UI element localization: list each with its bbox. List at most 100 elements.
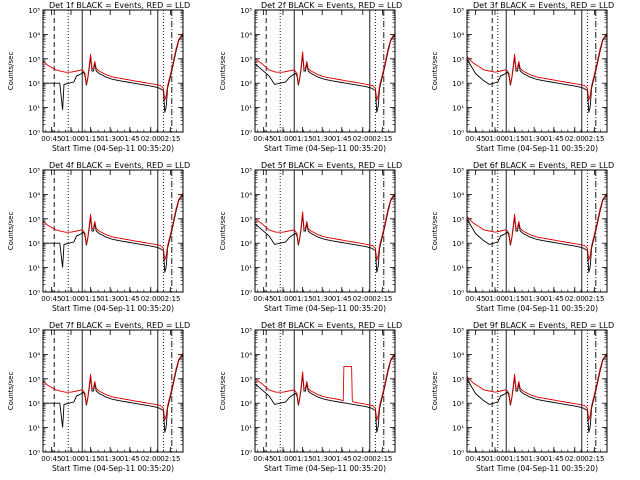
x-tick-label: 02:15: [372, 135, 392, 143]
panel-title-legend: BLACK = Events, RED = LLD: [74, 321, 190, 330]
y-tick-label: 10³: [240, 56, 252, 64]
y-tick-label: 10²: [28, 400, 40, 408]
y-tick-label: 10⁴: [452, 191, 464, 199]
y-tick-label: 10⁰: [240, 449, 252, 457]
x-tick-label: 02:15: [372, 295, 392, 303]
panel-title-det: Det 6f: [473, 161, 498, 170]
y-axis-label: Counts/sec: [219, 52, 227, 91]
events-series-line: [43, 34, 184, 113]
x-tick-label: 00:45: [253, 135, 273, 143]
x-tick-label: 00:45: [465, 455, 485, 463]
events-series-line: [466, 354, 608, 433]
panel-title: Det 4f BLACK = Events, RED = LLD: [49, 161, 190, 170]
lld-series-line: [42, 192, 184, 261]
x-tick-label: 00:45: [465, 295, 485, 303]
panel-title-legend: BLACK = Events, RED = LLD: [74, 1, 190, 10]
x-tick-label: 01:30: [100, 455, 120, 463]
x-tick-label: 01:45: [120, 295, 140, 303]
x-tick-label: 01:30: [312, 295, 332, 303]
x-tick-label: 02:15: [584, 295, 604, 303]
lld-series-line: [466, 192, 608, 261]
x-tick-label: 01:45: [544, 295, 564, 303]
panel-det-9f: 10⁰ 10¹ 10² 10³ 10⁴ 10⁵ 00:45 01:00 01:15 01:30 01…: [431, 321, 614, 473]
y-tick-label: 10⁰: [452, 129, 464, 137]
x-tick-label: 01:45: [332, 295, 352, 303]
panel-title: Det 7f BLACK = Events, RED = LLD: [49, 321, 190, 330]
y-tick-label: 10²: [28, 240, 40, 248]
y-tick-label: 10³: [240, 376, 252, 384]
y-tick-label: 10⁵: [28, 167, 40, 175]
panel-title-det: Det 7f: [49, 321, 74, 330]
x-tick-label: 01:30: [524, 135, 544, 143]
y-tick-label: 10⁰: [28, 129, 40, 137]
y-tick-label: 10¹: [28, 105, 40, 113]
panel-title: Det 5f BLACK = Events, RED = LLD: [261, 161, 402, 170]
panel-title: Det 3f BLACK = Events, RED = LLD: [473, 1, 614, 10]
x-tick-label: 01:15: [505, 295, 525, 303]
lld-series-line: [254, 192, 396, 261]
panel-title: Det 6f BLACK = Events, RED = LLD: [473, 161, 614, 170]
x-axis-label: Start Time (04-Sep-11 00:35:20): [264, 464, 386, 473]
x-tick-label: 01:45: [544, 455, 564, 463]
y-tick-label: 10¹: [28, 265, 40, 273]
panel-title: Det 1f BLACK = Events, RED = LLD: [49, 1, 190, 10]
lld-series-line: [42, 352, 184, 421]
x-tick-label: 02:00: [565, 455, 585, 463]
events-series-line: [43, 354, 184, 433]
x-tick-label: 01:45: [120, 455, 140, 463]
x-axis-label: Start Time (04-Sep-11 00:35:20): [476, 304, 598, 313]
x-tick-label: 00:45: [253, 295, 273, 303]
y-tick-label: 10³: [28, 216, 40, 224]
events-series-line: [254, 34, 396, 113]
x-axis-label: Start Time (04-Sep-11 00:35:20): [52, 464, 174, 473]
y-tick-label: 10⁰: [240, 129, 252, 137]
lld-series-line: [466, 352, 608, 421]
y-axis-label: Counts/sec: [7, 372, 15, 411]
x-tick-label: 02:15: [584, 135, 604, 143]
panel-det-2f: 10⁰ 10¹ 10² 10³ 10⁴ 10⁵ 00:45 01:00 01:15 01:30 01…: [219, 1, 402, 153]
y-tick-label: 10¹: [240, 425, 252, 433]
plot-frame: [42, 9, 184, 133]
x-tick-label: 01:00: [273, 295, 293, 303]
y-axis-label: Counts/sec: [431, 372, 439, 411]
x-tick-label: 00:45: [465, 135, 485, 143]
y-tick-label: 10⁰: [28, 289, 40, 297]
y-axis-label: Counts/sec: [219, 372, 227, 411]
x-tick-label: 02:15: [160, 295, 180, 303]
x-tick-label: 02:00: [565, 135, 585, 143]
x-axis-label: Start Time (04-Sep-11 00:35:20): [264, 144, 386, 153]
panel-det-3f: 10⁰ 10¹ 10² 10³ 10⁴ 10⁵ 00:45 01:00 01:15 01:30 01…: [431, 1, 614, 153]
y-axis-label: Counts/sec: [7, 52, 15, 91]
x-tick-label: 02:15: [160, 135, 180, 143]
x-tick-label: 01:45: [332, 135, 352, 143]
panel-title: Det 9f BLACK = Events, RED = LLD: [473, 321, 614, 330]
plot-frame: [466, 329, 608, 453]
events-series-line: [254, 354, 396, 433]
x-tick-label: 01:30: [524, 455, 544, 463]
x-tick-label: 01:00: [485, 295, 505, 303]
panel-title-legend: BLACK = Events, RED = LLD: [286, 321, 402, 330]
y-tick-label: 10⁰: [452, 449, 464, 457]
x-tick-label: 01:30: [524, 295, 544, 303]
y-tick-label: 10⁰: [452, 289, 464, 297]
y-tick-label: 10¹: [240, 265, 252, 273]
y-tick-label: 10⁴: [240, 191, 252, 199]
x-tick-label: 02:15: [372, 455, 392, 463]
panel-title-det: Det 5f: [261, 161, 286, 170]
y-tick-label: 10¹: [28, 425, 40, 433]
y-tick-label: 10⁰: [240, 289, 252, 297]
y-tick-label: 10²: [452, 400, 464, 408]
x-tick-label: 00:45: [41, 135, 61, 143]
y-axis-label: Counts/sec: [431, 52, 439, 91]
x-tick-label: 01:30: [312, 135, 332, 143]
panel-det-7f: 10⁰ 10¹ 10² 10³ 10⁴ 10⁵ 00:45 01:00 01:15 01:30 01…: [7, 321, 190, 473]
y-tick-label: 10¹: [452, 425, 464, 433]
y-tick-label: 10³: [28, 56, 40, 64]
panel-det-6f: 10⁰ 10¹ 10² 10³ 10⁴ 10⁵ 00:45 01:00 01:15 01:30 01…: [431, 161, 614, 313]
y-tick-label: 10⁴: [28, 351, 40, 359]
y-tick-label: 10⁴: [28, 31, 40, 39]
x-tick-label: 01:45: [544, 135, 564, 143]
x-axis-label: Start Time (04-Sep-11 00:35:20): [264, 304, 386, 313]
plot-frame: [254, 9, 396, 133]
